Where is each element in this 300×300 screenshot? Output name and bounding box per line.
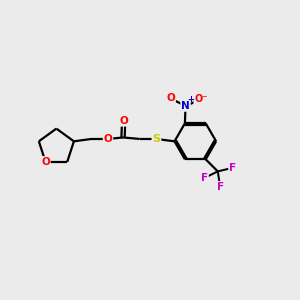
Text: F: F (229, 163, 236, 173)
Text: F: F (201, 173, 208, 183)
Text: O: O (103, 134, 112, 144)
Text: O: O (41, 157, 50, 167)
Text: S: S (152, 134, 160, 144)
Text: +: + (188, 95, 194, 104)
Text: N: N (181, 101, 190, 111)
Text: O⁻: O⁻ (194, 94, 208, 104)
Text: O: O (119, 116, 128, 126)
Text: O: O (166, 94, 175, 103)
Text: F: F (217, 182, 224, 192)
